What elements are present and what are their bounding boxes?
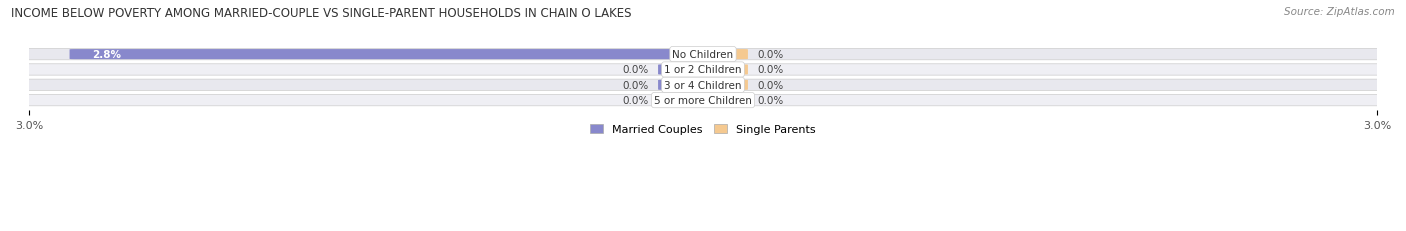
Text: Source: ZipAtlas.com: Source: ZipAtlas.com: [1284, 7, 1395, 17]
Text: 0.0%: 0.0%: [623, 65, 650, 75]
Text: 3 or 4 Children: 3 or 4 Children: [664, 80, 742, 90]
FancyBboxPatch shape: [20, 49, 1386, 61]
FancyBboxPatch shape: [658, 96, 707, 106]
Text: 0.0%: 0.0%: [756, 65, 783, 75]
Text: 1 or 2 Children: 1 or 2 Children: [664, 65, 742, 75]
Text: 0.0%: 0.0%: [623, 80, 650, 90]
FancyBboxPatch shape: [20, 80, 1386, 91]
FancyBboxPatch shape: [699, 65, 748, 75]
Text: 0.0%: 0.0%: [756, 80, 783, 90]
FancyBboxPatch shape: [699, 50, 748, 60]
Text: No Children: No Children: [672, 50, 734, 60]
Text: 2.8%: 2.8%: [91, 50, 121, 60]
Text: 5 or more Children: 5 or more Children: [654, 96, 752, 106]
FancyBboxPatch shape: [658, 65, 707, 75]
FancyBboxPatch shape: [20, 95, 1386, 106]
Text: INCOME BELOW POVERTY AMONG MARRIED-COUPLE VS SINGLE-PARENT HOUSEHOLDS IN CHAIN O: INCOME BELOW POVERTY AMONG MARRIED-COUPL…: [11, 7, 631, 20]
FancyBboxPatch shape: [20, 64, 1386, 76]
FancyBboxPatch shape: [69, 50, 707, 60]
FancyBboxPatch shape: [658, 80, 707, 91]
FancyBboxPatch shape: [699, 96, 748, 106]
Legend: Married Couples, Single Parents: Married Couples, Single Parents: [586, 120, 820, 139]
Text: 0.0%: 0.0%: [623, 96, 650, 106]
Text: 0.0%: 0.0%: [756, 96, 783, 106]
Text: 0.0%: 0.0%: [756, 50, 783, 60]
FancyBboxPatch shape: [699, 80, 748, 91]
